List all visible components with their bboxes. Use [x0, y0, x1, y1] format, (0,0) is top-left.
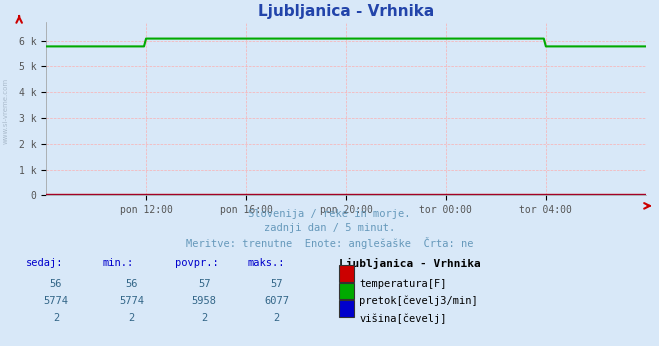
Text: maks.:: maks.:: [247, 258, 285, 268]
Text: 56: 56: [50, 279, 62, 289]
Text: 2: 2: [273, 313, 280, 323]
Text: Slovenija / reke in morje.: Slovenija / reke in morje.: [248, 209, 411, 219]
Text: min.:: min.:: [102, 258, 133, 268]
Text: 2: 2: [201, 313, 208, 323]
Text: zadnji dan / 5 minut.: zadnji dan / 5 minut.: [264, 223, 395, 233]
Text: 5774: 5774: [43, 296, 69, 306]
Text: 6077: 6077: [264, 296, 289, 306]
Text: 5958: 5958: [192, 296, 217, 306]
Text: povpr.:: povpr.:: [175, 258, 218, 268]
Text: 5774: 5774: [119, 296, 144, 306]
Text: 2: 2: [129, 313, 135, 323]
Text: Ljubljanica - Vrhnika: Ljubljanica - Vrhnika: [339, 258, 481, 269]
Text: 57: 57: [271, 279, 283, 289]
Text: 57: 57: [198, 279, 210, 289]
Text: www.si-vreme.com: www.si-vreme.com: [2, 78, 9, 144]
Text: sedaj:: sedaj:: [26, 258, 64, 268]
Text: Meritve: trenutne  Enote: anglešaške  Črta: ne: Meritve: trenutne Enote: anglešaške Črta…: [186, 237, 473, 249]
Text: višina[čevelj]: višina[čevelj]: [359, 313, 447, 324]
Text: 2: 2: [53, 313, 59, 323]
Title: Ljubljanica - Vrhnika: Ljubljanica - Vrhnika: [258, 3, 434, 19]
Text: temperatura[F]: temperatura[F]: [359, 279, 447, 289]
Text: 56: 56: [126, 279, 138, 289]
Text: pretok[čevelj3/min]: pretok[čevelj3/min]: [359, 296, 478, 306]
